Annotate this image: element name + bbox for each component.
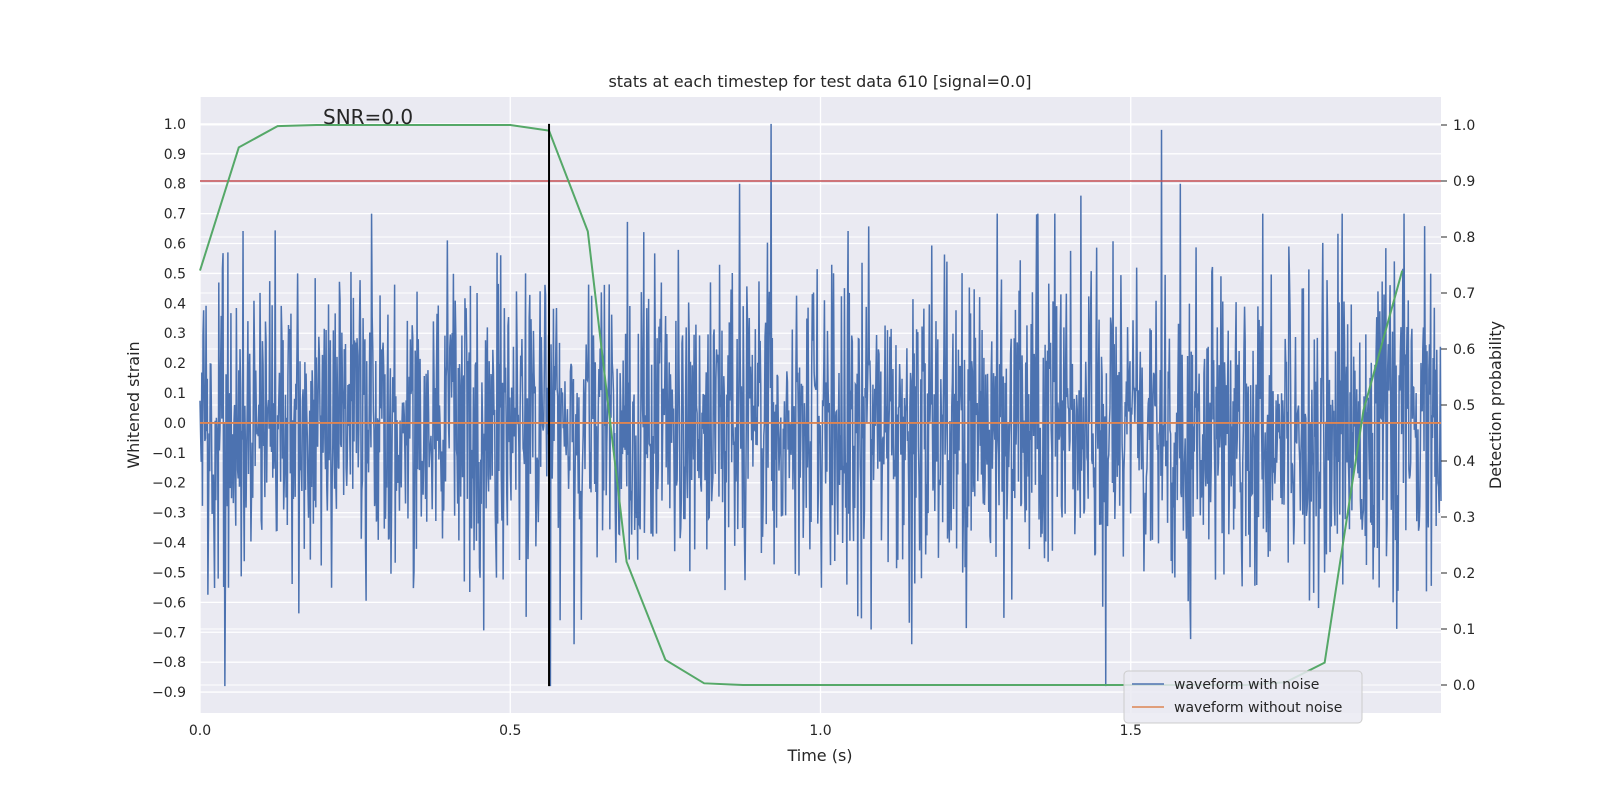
y2-tick-label: 0.6 <box>1453 342 1475 358</box>
y-tick-label: 0.1 <box>164 386 186 402</box>
y-tick-label: −0.8 <box>152 655 186 671</box>
y-tick-label: −0.1 <box>152 446 186 462</box>
y-tick-label: −0.3 <box>152 506 186 522</box>
y2-tick-label: 0.5 <box>1453 398 1475 414</box>
y-tick-label: 0.3 <box>164 326 186 342</box>
y-tick-label: 0.0 <box>164 416 186 432</box>
y-tick-label: 0.9 <box>164 147 186 163</box>
noise-series <box>199 123 1442 687</box>
ticks: −0.9 −0.8 −0.7 −0.6 −0.5 −0.4 −0.3 −0.2 −0.1 0.0 0… <box>152 117 1475 739</box>
y2-tick-label: 0.8 <box>1453 230 1475 246</box>
y2-tick-label: 0.7 <box>1453 286 1475 302</box>
y-axis-title: Whitened strain <box>124 341 143 468</box>
x-tick-label: 1.0 <box>809 723 831 739</box>
y-tick-label: 0.2 <box>164 356 186 372</box>
y-tick-label: −0.6 <box>152 595 186 611</box>
y2-tick-label: 0.2 <box>1453 566 1475 582</box>
legend-label-noise: waveform with noise <box>1174 677 1319 693</box>
series-waveform-with-noise <box>199 123 1442 687</box>
chart-title: stats at each timestep for test data 610… <box>608 72 1031 91</box>
y-tick-label: 0.6 <box>164 237 186 253</box>
legend: waveform with noise waveform without noi… <box>1123 670 1363 724</box>
y2-tick-label: 0.3 <box>1453 510 1475 526</box>
y-tick-label: 0.5 <box>164 266 186 282</box>
x-tick-label: 0.0 <box>189 723 211 739</box>
y-tick-label: 0.8 <box>164 177 186 193</box>
legend-box <box>1123 670 1363 724</box>
legend-label-clean: waveform without noise <box>1174 700 1342 716</box>
y2-tick-label: 1.0 <box>1453 118 1475 134</box>
y2-tick-label: 0.1 <box>1453 622 1475 638</box>
y-tick-label: −0.9 <box>152 685 186 701</box>
y-tick-label: 0.7 <box>164 207 186 223</box>
y2-tick-label: 0.9 <box>1453 174 1475 190</box>
snr-annotation: SNR=0.0 <box>323 105 413 129</box>
x-tick-label: 1.5 <box>1120 723 1142 739</box>
y2-axis-title: Detection probability <box>1486 321 1505 489</box>
y2-tick-label: 0.4 <box>1453 454 1475 470</box>
y-tick-label: −0.7 <box>152 625 186 641</box>
x-tick-label: 0.5 <box>499 723 521 739</box>
y-tick-label: −0.2 <box>152 476 186 492</box>
y-tick-label: −0.5 <box>152 565 186 581</box>
y-tick-label: −0.4 <box>152 536 186 552</box>
x-axis-title: Time (s) <box>786 746 852 765</box>
y-tick-label: 0.4 <box>164 296 186 312</box>
y-tick-label: 1.0 <box>164 117 186 133</box>
y2-tick-label: 0.0 <box>1453 678 1475 694</box>
